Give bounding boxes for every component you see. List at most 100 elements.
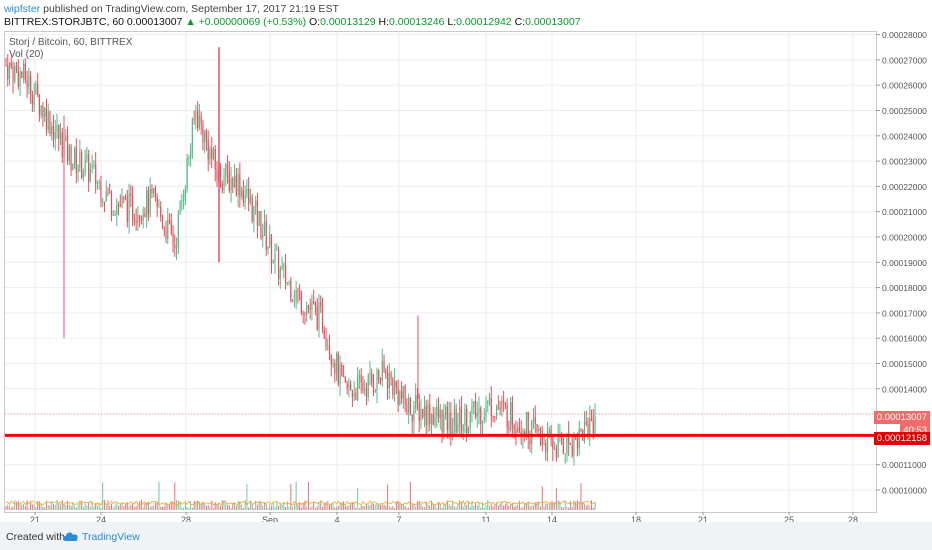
- volume-bar: [283, 501, 285, 510]
- candle-body: [72, 163, 74, 170]
- volume-bar: [504, 503, 506, 510]
- candle-body: [420, 408, 422, 421]
- candle-body: [510, 402, 512, 430]
- volume-bar: [478, 502, 480, 510]
- price-chart[interactable]: 0.000100000.000110000.000120000.00013000…: [0, 0, 932, 522]
- volume-bar: [406, 507, 408, 510]
- candle-body: [58, 125, 60, 139]
- volume-bar: [575, 501, 577, 510]
- y-tick-label: 0.00015000: [882, 359, 927, 369]
- candle-body: [172, 233, 174, 246]
- volume-bar: [466, 505, 468, 510]
- candle-body: [299, 291, 301, 293]
- chart-frame[interactable]: [4, 31, 877, 513]
- volume-bar: [316, 506, 318, 510]
- candle-body: [446, 406, 448, 431]
- volume-bar: [297, 504, 299, 510]
- volume-bar: [550, 501, 552, 510]
- candle-body: [225, 164, 227, 178]
- volume-bar: [322, 507, 323, 510]
- volume-bar: [506, 502, 508, 510]
- volume-bar: [253, 507, 255, 510]
- candle-body: [277, 249, 280, 280]
- volume-bar: [524, 503, 526, 510]
- candle-body: [506, 404, 508, 427]
- candle-body: [585, 421, 587, 424]
- volume-bar: [554, 502, 556, 510]
- author-link[interactable]: wipfster: [4, 3, 41, 15]
- volume-bar: [126, 502, 128, 510]
- candle-body: [360, 374, 362, 383]
- candle-body: [232, 178, 234, 188]
- y-tick-label: 0.00018000: [882, 283, 927, 293]
- volume-bar: [496, 502, 498, 510]
- candle-body: [497, 407, 499, 409]
- volume-bar: [235, 505, 237, 510]
- candle-body: [246, 188, 248, 196]
- volume-bar: [169, 504, 171, 510]
- candle-body: [22, 63, 25, 78]
- volume-bar: [51, 500, 53, 510]
- candle-body: [504, 402, 506, 405]
- candle-body: [114, 214, 116, 216]
- candle-body: [561, 434, 563, 445]
- candle-body: [267, 247, 269, 250]
- x-tick-label: 11: [481, 515, 490, 522]
- candle-body: [462, 424, 464, 432]
- volume-legend: Vol (20): [9, 49, 44, 60]
- volume-bar: [207, 504, 209, 510]
- chart-legend-title: Storj / Bitcoin, 60, BITTREX: [9, 37, 133, 48]
- tradingview-brand[interactable]: TradingView: [82, 531, 140, 543]
- volume-bar: [510, 504, 512, 510]
- candle-body: [539, 428, 542, 437]
- volume-bar: [591, 500, 593, 510]
- volume-bar: [557, 500, 559, 510]
- candle-body: [364, 388, 366, 391]
- candle-body: [552, 439, 554, 449]
- symbol-info: BITTREX:STORJBTC, 60 0.00013007: [4, 16, 183, 28]
- candle-body: [538, 428, 540, 432]
- candle-body: [211, 148, 213, 159]
- volume-bar: [474, 502, 476, 510]
- candle-body: [214, 148, 216, 170]
- candle-body: [190, 148, 192, 159]
- volume-bar: [473, 505, 475, 510]
- volume-bar: [204, 503, 206, 510]
- volume-bar: [112, 506, 114, 510]
- candle-body: [554, 448, 556, 450]
- volume-bar: [116, 502, 118, 510]
- volume-bar: [513, 506, 515, 510]
- volume-bar: [401, 504, 403, 510]
- symbol-header: BITTREX:STORJBTC, 60 0.00013007 ▲ +0.000…: [4, 16, 581, 28]
- candle-body: [571, 444, 573, 456]
- candle-body: [126, 199, 128, 222]
- volume-bar: [501, 501, 503, 510]
- candle-body: [508, 426, 510, 430]
- volume-bar: [179, 501, 181, 510]
- volume-bar: [489, 505, 491, 510]
- candle-body: [480, 408, 482, 425]
- volume-bar: [309, 507, 311, 510]
- candle-body: [381, 360, 383, 381]
- x-tick-label: 7: [396, 515, 401, 522]
- candle-body: [249, 196, 252, 203]
- candle-body: [133, 219, 135, 221]
- candle-body: [292, 300, 294, 302]
- candle-body: [233, 175, 236, 188]
- publish-header: wipfster published on TradingView.com, S…: [4, 3, 339, 15]
- candle-body: [351, 389, 353, 397]
- candle-body: [79, 151, 81, 168]
- candle-body: [469, 412, 471, 428]
- candle-body: [263, 221, 266, 235]
- candle-body: [82, 172, 84, 178]
- volume-bar: [416, 501, 418, 510]
- candle-body: [195, 110, 197, 120]
- volume-bar: [541, 486, 543, 510]
- candle-body: [149, 188, 151, 215]
- volume-bar: [569, 500, 571, 510]
- candle-body: [314, 303, 317, 307]
- candle-body: [355, 393, 357, 401]
- volume-bar: [568, 507, 570, 510]
- candle-body: [460, 407, 463, 432]
- volume-bar: [330, 503, 332, 510]
